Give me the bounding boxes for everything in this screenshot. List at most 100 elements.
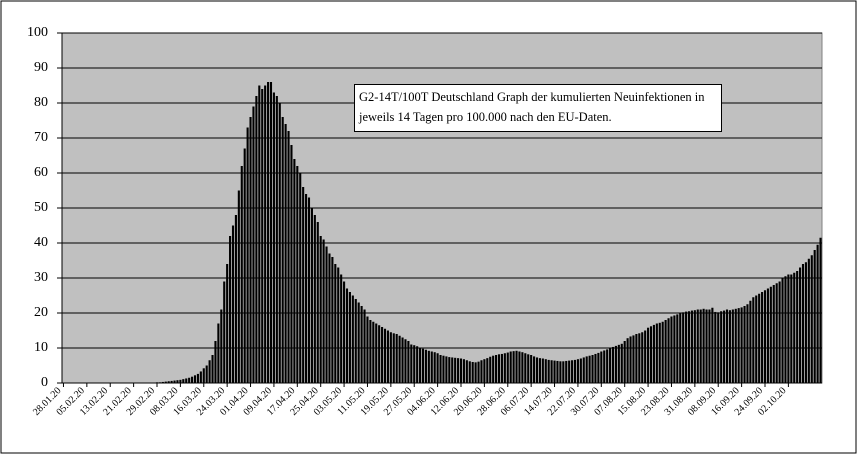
bar: [366, 316, 369, 383]
bar: [302, 187, 305, 383]
bar: [544, 359, 547, 383]
bar: [369, 320, 372, 383]
bar: [796, 271, 799, 383]
bar: [813, 250, 816, 383]
bar: [506, 352, 509, 383]
bar: [521, 352, 524, 383]
bar: [535, 357, 539, 383]
bar: [591, 355, 594, 383]
bar: [354, 299, 357, 383]
bar: [708, 309, 711, 383]
y-tick-label: 90: [34, 60, 48, 75]
bar: [661, 321, 664, 383]
bar: [497, 354, 501, 383]
bar: [585, 356, 588, 383]
bar: [799, 267, 802, 383]
bar: [571, 360, 574, 383]
bar: [690, 310, 693, 383]
bar: [731, 309, 734, 383]
bar: [226, 264, 229, 383]
bar: [769, 286, 772, 383]
bar: [182, 379, 185, 383]
bar: [249, 117, 252, 383]
bar: [687, 311, 691, 383]
bar: [427, 350, 430, 383]
bar: [737, 308, 740, 383]
bar: [588, 355, 591, 383]
bar: [801, 264, 805, 383]
bar: [649, 326, 653, 383]
bar: [611, 346, 615, 383]
bar: [816, 244, 819, 383]
bar: [305, 194, 308, 383]
bar: [565, 360, 568, 383]
bar: [299, 173, 302, 383]
bar: [319, 236, 322, 383]
bar: [676, 314, 679, 383]
bar: [351, 295, 354, 383]
bar: [243, 148, 246, 383]
y-tick-label: 30: [34, 270, 48, 285]
bar: [337, 267, 340, 383]
bar: [313, 215, 316, 383]
bar: [237, 190, 240, 383]
bar: [746, 304, 749, 383]
bar: [164, 381, 167, 383]
bar: [196, 373, 199, 383]
bar: [191, 376, 194, 383]
bar: [386, 330, 389, 383]
bar: [723, 310, 726, 383]
bar: [284, 124, 287, 383]
bar: [629, 336, 632, 383]
bar: [188, 377, 191, 383]
bar: [445, 356, 448, 383]
bar: [307, 197, 311, 383]
bar: [623, 341, 626, 383]
bar: [205, 365, 208, 383]
bar: [635, 334, 638, 383]
bar: [772, 285, 775, 383]
bar: [258, 85, 261, 383]
bar: [658, 322, 661, 383]
bar: [810, 255, 813, 383]
bar: [161, 381, 164, 383]
bar: [287, 131, 290, 383]
bar: [325, 246, 328, 383]
bar: [609, 348, 612, 383]
bar: [492, 355, 495, 383]
bar: [378, 325, 381, 383]
bar: [357, 302, 360, 383]
bar: [734, 308, 737, 383]
bar: [778, 281, 781, 383]
bar: [807, 258, 810, 383]
bar: [381, 327, 384, 383]
bar: [272, 92, 275, 383]
bar: [202, 368, 205, 383]
bar: [594, 353, 597, 383]
bar: [562, 361, 565, 383]
bar: [699, 309, 702, 383]
y-tick-label: 70: [34, 130, 48, 145]
bar: [579, 358, 582, 383]
bar: [389, 332, 392, 383]
bar: [644, 330, 647, 383]
bar: [433, 352, 436, 383]
bar: [424, 349, 427, 383]
bar: [392, 333, 395, 383]
bar: [530, 355, 533, 383]
bar: [518, 351, 521, 383]
bar: [515, 350, 518, 383]
bar: [167, 381, 170, 383]
y-tick-label: 80: [34, 95, 48, 110]
bar: [743, 306, 746, 383]
bar: [749, 300, 752, 383]
bar: [720, 311, 723, 383]
bar: [489, 356, 492, 383]
bar: [655, 323, 658, 383]
bar: [673, 315, 676, 383]
bar: [193, 375, 197, 383]
bar: [267, 82, 270, 383]
bar: [550, 360, 553, 383]
bar: [293, 159, 296, 383]
